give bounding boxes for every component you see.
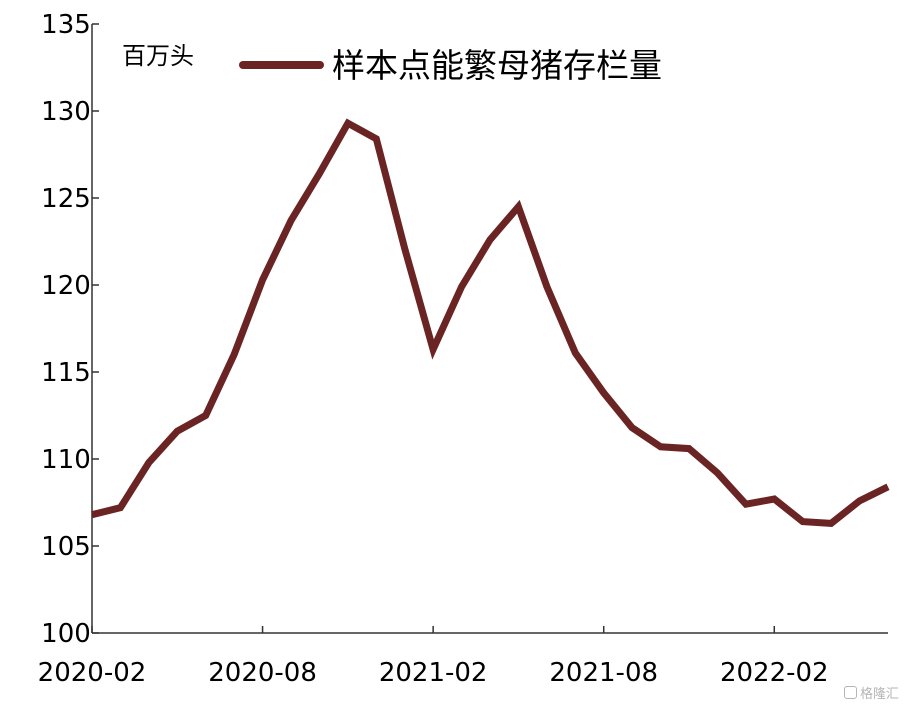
y-tick-label: 115: [41, 358, 91, 388]
data-point: [316, 170, 323, 177]
data-point: [828, 520, 835, 527]
legend: 样本点能繁母猪存栏量: [239, 46, 662, 85]
data-point: [202, 412, 209, 419]
data-point: [600, 389, 607, 396]
data-point: [629, 424, 636, 431]
data-point: [145, 459, 152, 466]
data-point: [487, 236, 494, 243]
x-tick-label: 2020-08: [208, 658, 317, 688]
x-tick-label: 2020-02: [38, 658, 147, 688]
data-point: [714, 469, 721, 476]
y-tick-label: 130: [41, 97, 91, 127]
data-point: [885, 483, 892, 490]
x-tick-label: 2022-02: [720, 658, 829, 688]
data-point: [856, 497, 863, 504]
data-point: [771, 496, 778, 503]
data-point: [117, 504, 124, 511]
data-point: [458, 283, 465, 290]
x-axis: 2020-02 2020-08 2021-02 2021-08 2022-02: [38, 626, 888, 688]
data-point: [686, 445, 693, 452]
data-point: [799, 518, 806, 525]
y-axis: 100 105 110 115 120 125 130 135: [41, 10, 99, 649]
y-unit-label: 百万头: [122, 42, 194, 70]
y-tick-label: 125: [41, 184, 91, 214]
data-point: [742, 501, 749, 508]
gelonghui-logo-icon: [843, 686, 857, 699]
watermark: 格隆汇: [843, 683, 899, 702]
y-tick-label: 105: [41, 532, 91, 562]
y-tick-label: 120: [41, 271, 91, 301]
data-point: [543, 283, 550, 290]
data-point: [259, 276, 266, 283]
legend-label-series: 样本点能繁母猪存栏量: [332, 46, 662, 85]
y-tick-label: 100: [41, 619, 91, 649]
data-point: [288, 217, 295, 224]
data-point: [401, 245, 408, 252]
data-point: [344, 120, 351, 127]
y-tick-label: 110: [41, 445, 91, 475]
series-line-0: [91, 118, 890, 527]
data-point: [430, 346, 437, 353]
data-point: [515, 203, 522, 210]
y-tick-label: 135: [41, 10, 91, 40]
data-point: [231, 351, 238, 358]
data-point: [657, 443, 664, 450]
data-point: [89, 511, 96, 518]
x-tick-label: 2021-02: [379, 658, 488, 688]
data-point: [174, 428, 181, 435]
data-point: [572, 349, 579, 356]
series-layer: [89, 118, 892, 527]
data-point: [373, 135, 380, 142]
x-tick-label: 2021-08: [549, 658, 658, 688]
watermark-text: 格隆汇: [859, 687, 899, 702]
